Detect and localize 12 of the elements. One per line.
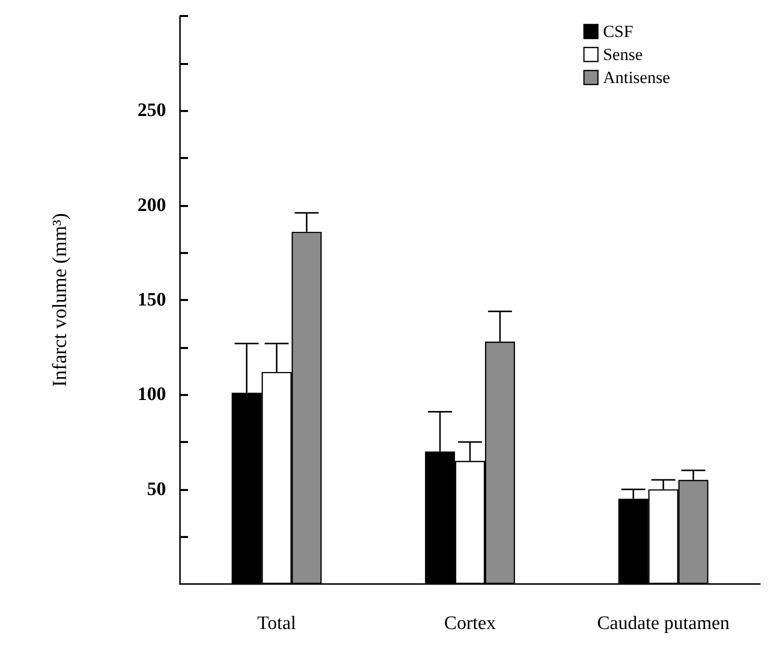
y-tick-label: 100 xyxy=(138,384,166,406)
y-tick-label: 50 xyxy=(147,478,166,500)
legend-label: Sense xyxy=(602,45,643,64)
x-tick-label: Cortex xyxy=(444,613,496,634)
y-tick-label: 150 xyxy=(138,290,166,310)
y-axis-title: Infarct volume (mm³) xyxy=(49,213,71,387)
legend-label: CSF xyxy=(602,22,634,41)
y-tick-label: 200 xyxy=(138,194,166,216)
y-tick-label: 250 xyxy=(138,100,166,122)
legend-label: Antisense xyxy=(602,68,670,87)
x-tick-label: Total xyxy=(257,613,296,634)
x-tick-label: Caudate putamen xyxy=(597,613,730,634)
